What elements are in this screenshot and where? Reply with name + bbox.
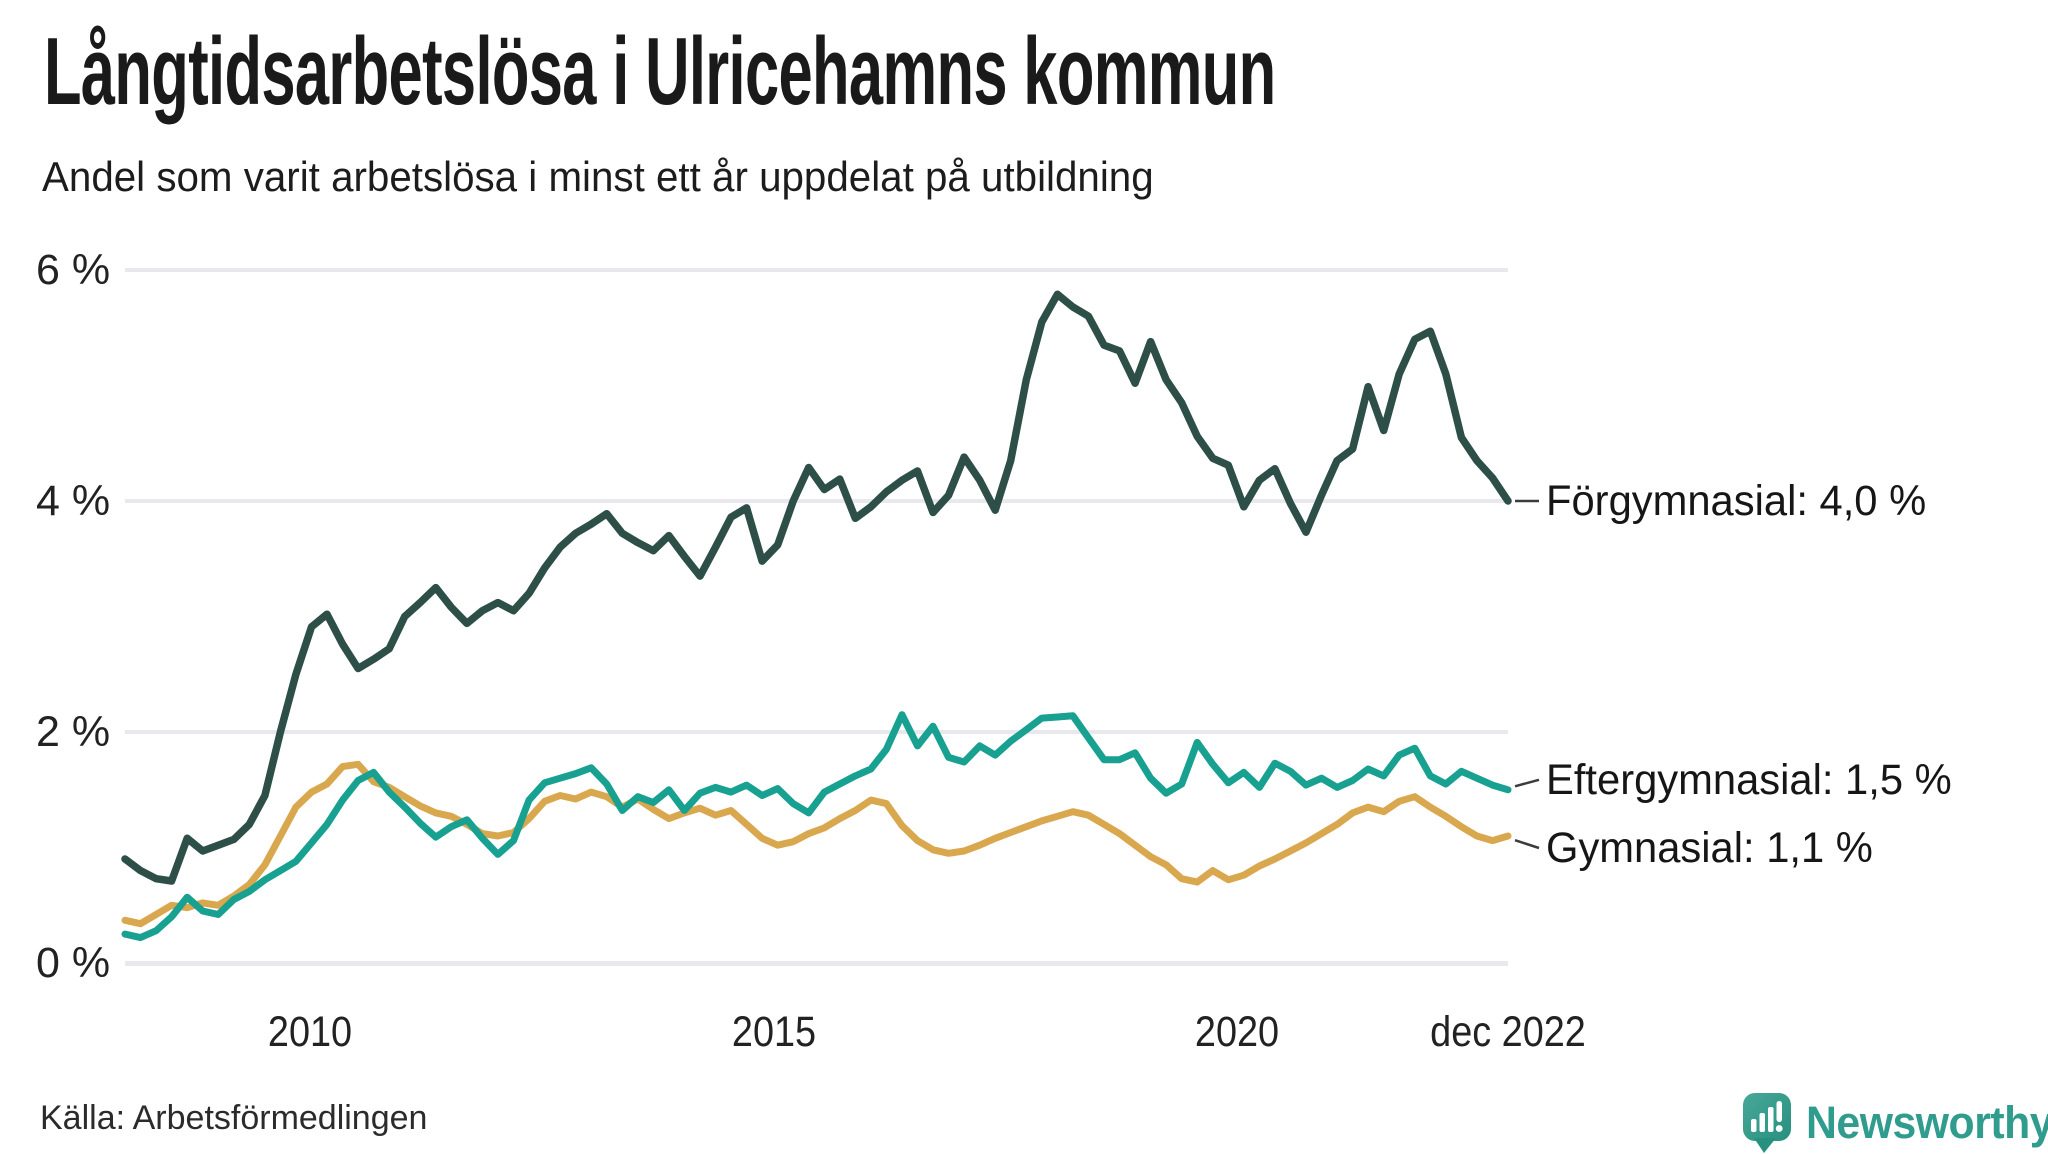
- series-end-label-eftergymnasial: Eftergymnasial: 1,5 %: [1546, 755, 1952, 804]
- newsworthy-wordmark: Newsworthy: [1806, 1097, 2048, 1148]
- y-axis-tick-label: 6 %: [36, 246, 111, 294]
- gridline-0pct: [125, 960, 1508, 966]
- series-line-förgymnasial: [121, 290, 1512, 885]
- newsworthy-bubble-icon: [1743, 1093, 1791, 1153]
- x-axis-tick-label: 2015: [731, 1008, 816, 1056]
- y-axis-tick-label: 4 %: [36, 477, 111, 525]
- x-axis-tick-label: dec 2022: [1430, 1008, 1586, 1056]
- label-leader-line: [1514, 839, 1540, 850]
- y-axis-tick-label: 0 %: [36, 939, 111, 987]
- x-axis-tick-label: 2010: [268, 1008, 353, 1056]
- series-line-eftergymnasial: [121, 711, 1512, 942]
- x-axis-tick-label: 2020: [1195, 1008, 1280, 1056]
- chart-title: Långtidsarbetslösa i Ulricehamns kommun: [44, 18, 1276, 125]
- gridline-2pct: [125, 730, 1508, 734]
- chart-subtitle: Andel som varit arbetslösa i minst ett å…: [42, 153, 1154, 200]
- series-end-label-gymnasial: Gymnasial: 1,1 %: [1546, 823, 1873, 872]
- gridline-6pct: [125, 268, 1508, 272]
- series-end-label-förgymnasial: Förgymnasial: 4,0 %: [1546, 477, 1927, 525]
- source-note: Källa: Arbetsförmedlingen: [40, 1099, 428, 1137]
- newsworthy-logo: Newsworthy: [1742, 1092, 2048, 1154]
- gridline-4pct: [125, 499, 1508, 503]
- series-line-gymnasial: [121, 760, 1512, 928]
- label-leader-line: [1514, 778, 1540, 788]
- y-axis-tick-label: 2 %: [36, 708, 111, 756]
